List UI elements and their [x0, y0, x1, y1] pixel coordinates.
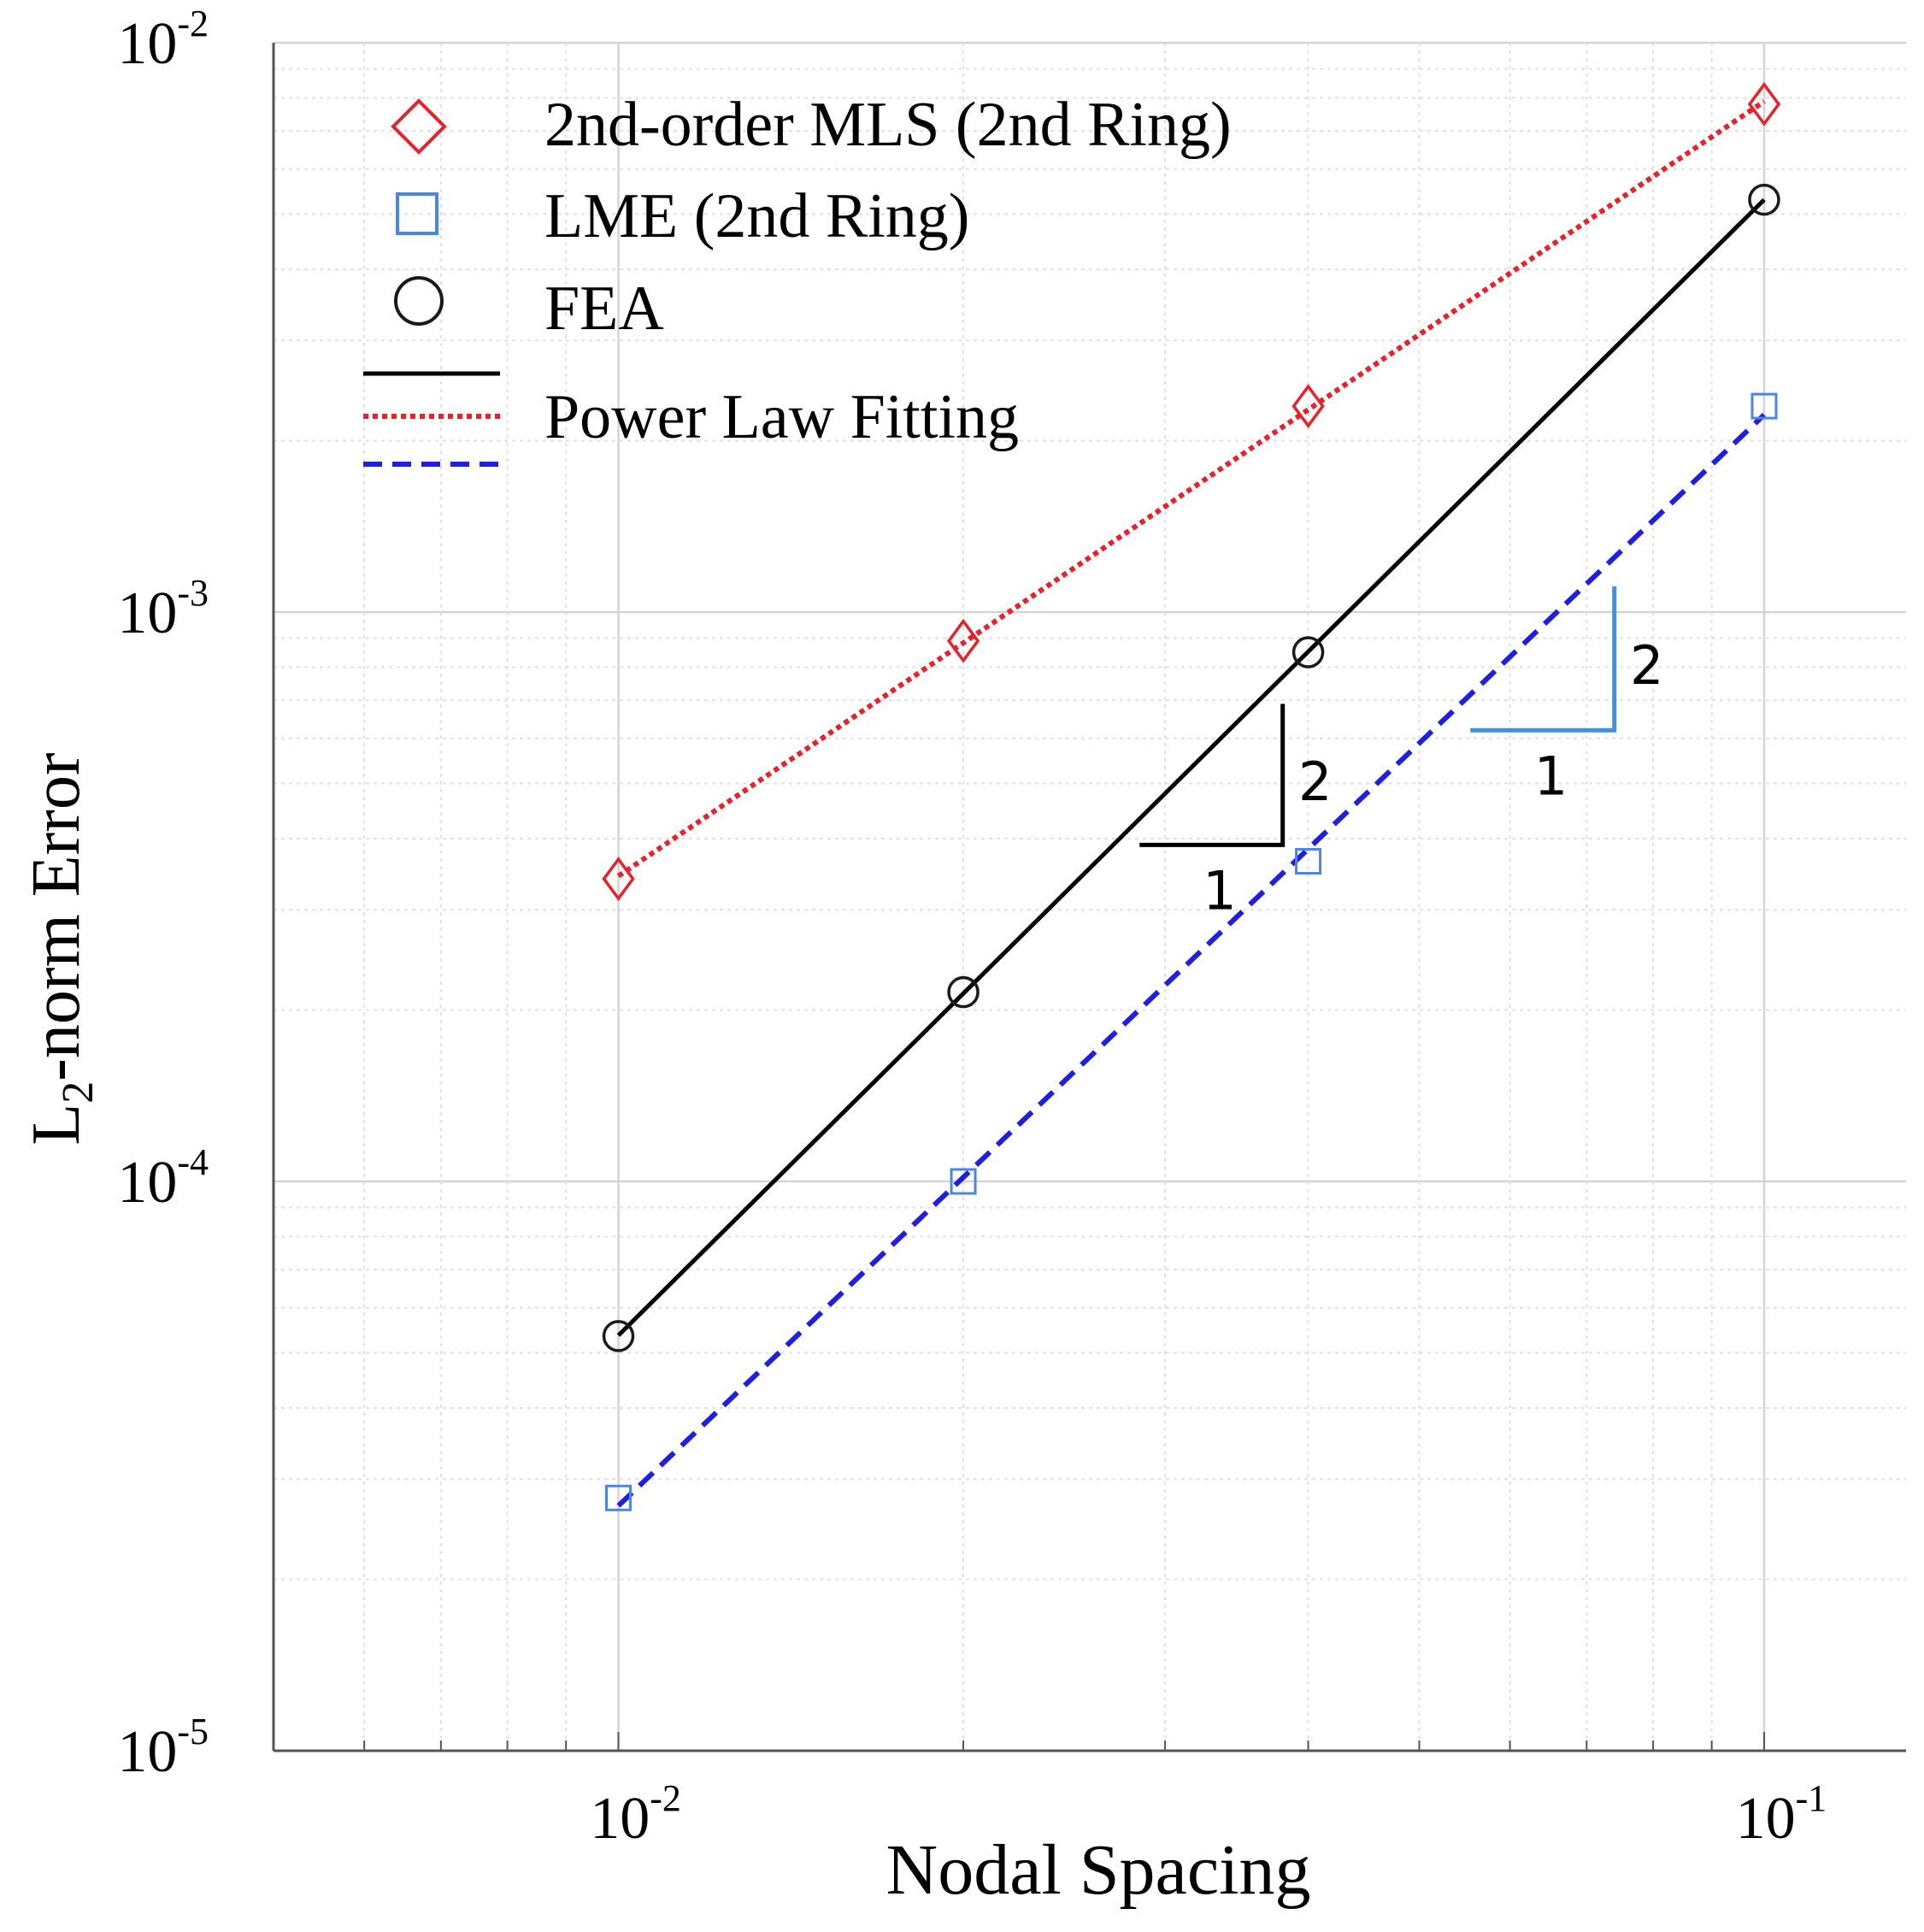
slope-rise-label: 2: [1630, 634, 1663, 697]
marker-square: [1295, 848, 1322, 875]
fit-line-series-2: [616, 197, 1766, 1337]
legend-diamond-icon: [391, 98, 447, 155]
legend-circle-icon: [394, 276, 444, 326]
slope-triangle-1: [1470, 586, 1617, 733]
legend-square-icon: [396, 192, 438, 235]
slope-run-label: 1: [1203, 859, 1236, 922]
y-tick-label: 10-3: [117, 572, 209, 646]
fit-lines: [616, 99, 1767, 1508]
marker-square: [1750, 392, 1778, 420]
marker-diamond: [602, 857, 635, 901]
y-axis-label-subscript: 2: [54, 1081, 103, 1104]
tick-labels: 10-2 10-3 10-4 10-5 10-2 10-1: [117, 3, 1827, 1852]
marker-circle: [602, 1320, 635, 1352]
marker-diamond: [946, 618, 980, 663]
legend-label-lme: LME (2nd Ring): [544, 181, 969, 251]
x-tick-label: 10-2: [590, 1777, 681, 1852]
legend: 2nd-order MLS (2nd Ring) LME (2nd Ring) …: [363, 90, 1232, 467]
marker-square: [950, 1168, 977, 1195]
marker-diamond: [1291, 384, 1325, 429]
x-axis-label: Nodal Spacing: [886, 1830, 1311, 1910]
marker-circle: [947, 975, 980, 1009]
x-tick-label: 10-1: [1736, 1777, 1827, 1852]
y-axis-label-prefix: L: [19, 1104, 94, 1146]
grid-layer: [273, 41, 1906, 1752]
marker-diamond: [1747, 81, 1781, 127]
y-tick-label: 10-4: [117, 1141, 209, 1216]
y-axis-label: L2-norm Error: [19, 752, 103, 1145]
fit-line-series-0: [616, 99, 1766, 879]
axes: [272, 43, 1906, 1752]
y-tick-label: 10-5: [117, 1711, 209, 1785]
marker-circle: [1748, 183, 1780, 216]
slope-rise-label: 2: [1298, 751, 1332, 813]
slope-triangle-0: [1139, 704, 1286, 847]
fit-line-series-1: [616, 413, 1767, 1508]
marker-square: [605, 1484, 633, 1511]
y-axis-label-suffix: -norm Error: [19, 752, 94, 1081]
legend-label-fit: Power Law Fitting: [544, 382, 1019, 452]
slope-triangles: 12 12: [1139, 586, 1663, 922]
y-tick-label: 10-2: [117, 3, 209, 77]
marker-circle: [1291, 636, 1325, 669]
data-markers: [602, 81, 1781, 1511]
legend-label-mls: 2nd-order MLS (2nd Ring): [544, 90, 1232, 160]
legend-label-fea: FEA: [544, 274, 664, 344]
slope-run-label: 1: [1534, 745, 1568, 807]
